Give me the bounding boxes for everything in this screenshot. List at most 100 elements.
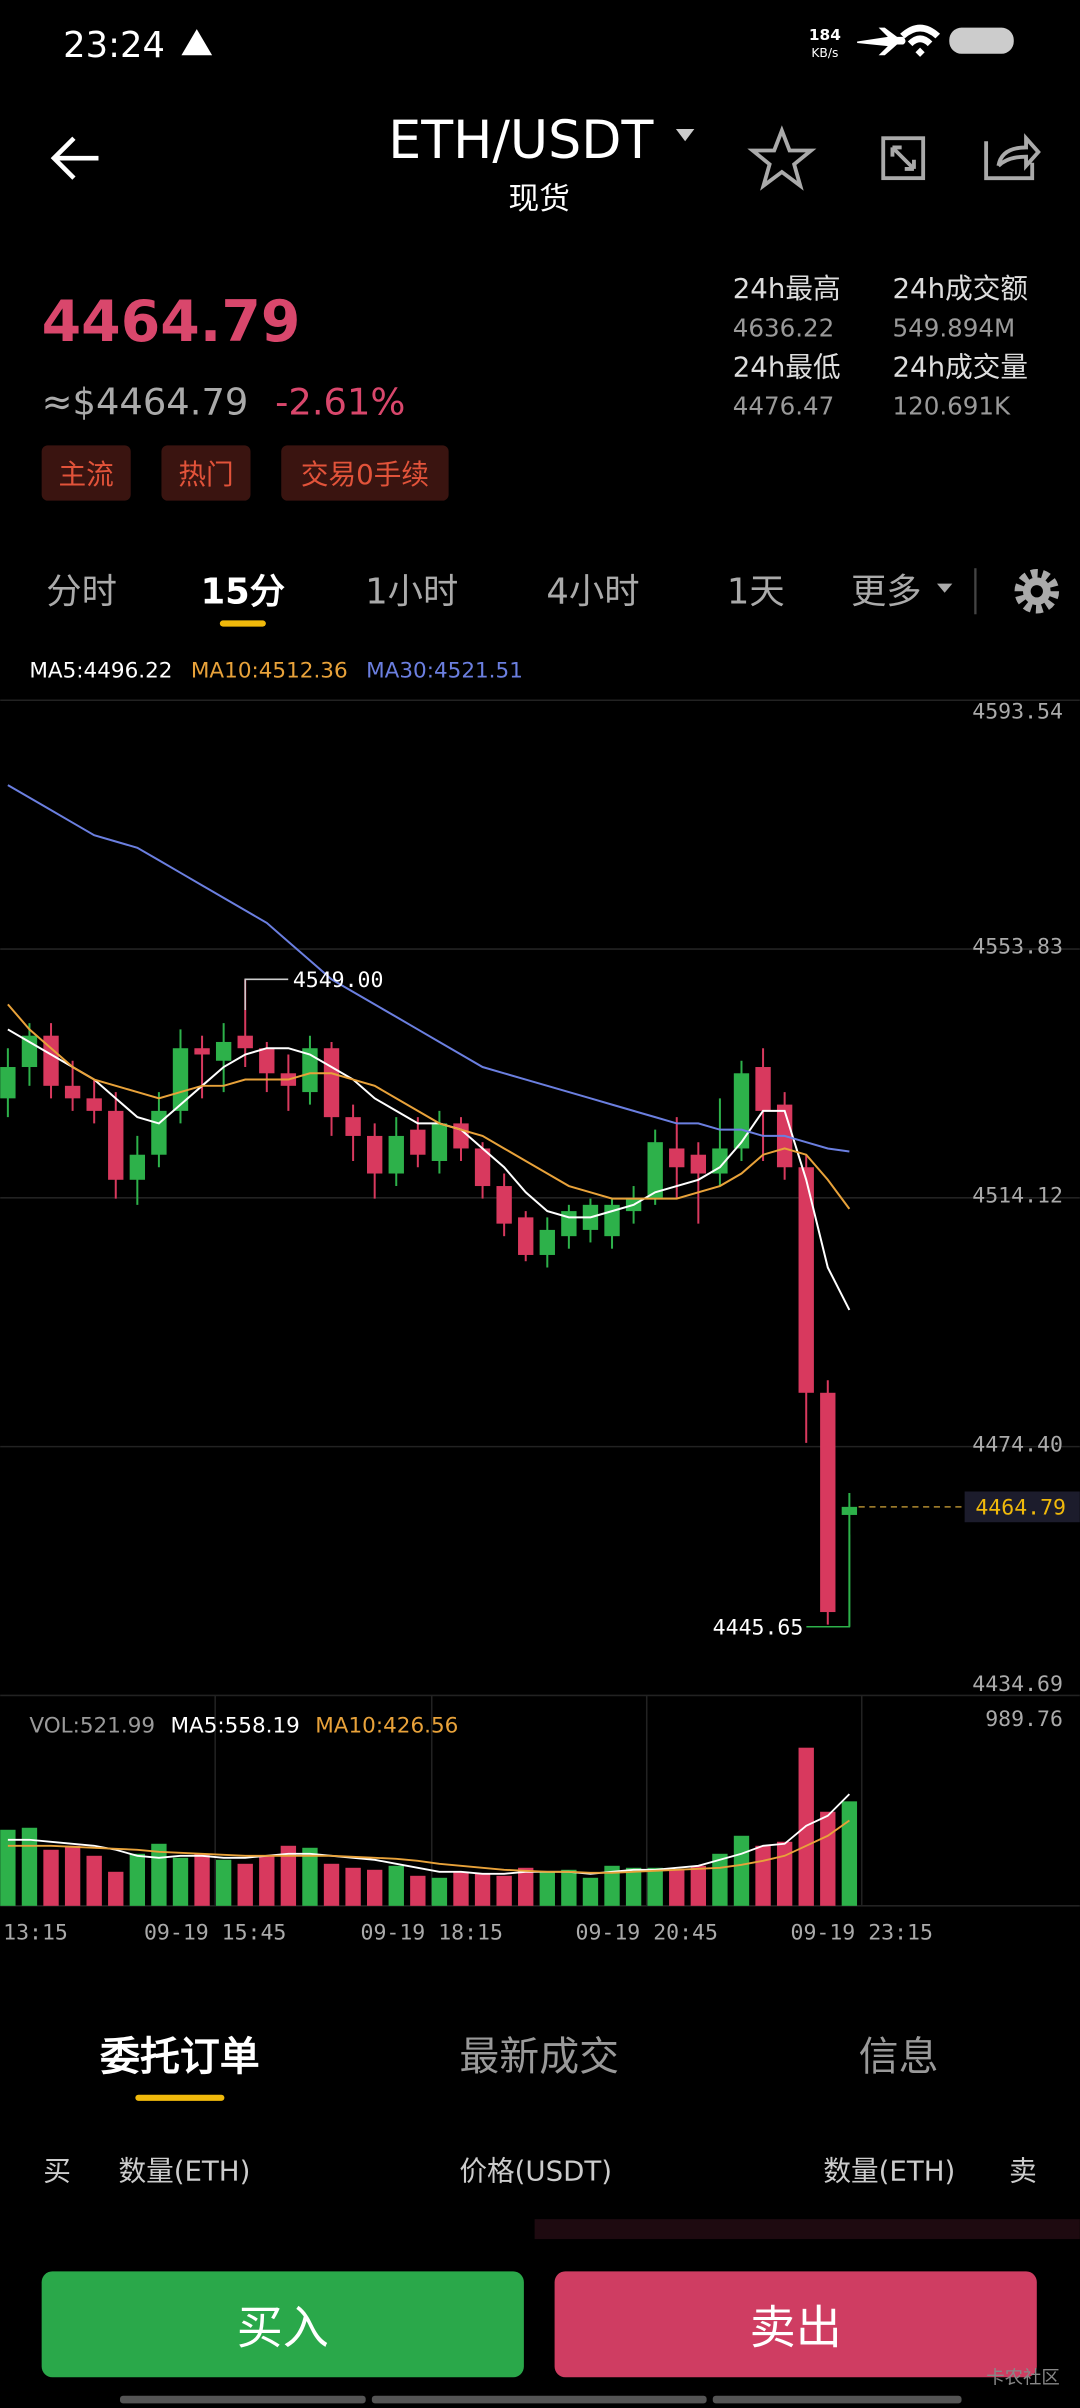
candle-body <box>129 1154 146 1180</box>
y-tick-label: 4514.12 <box>972 1183 1063 1208</box>
wifi-icon <box>900 24 941 57</box>
y-tick-label: 4593.54 <box>972 700 1063 725</box>
candle-body <box>539 1229 555 1255</box>
candle-body <box>0 1067 16 1099</box>
candle-body <box>712 1148 728 1174</box>
annotation-line <box>806 1534 851 1628</box>
order-tab[interactable]: 最新成交 <box>459 2034 619 2080</box>
volume-bar <box>367 1869 383 1906</box>
sell-button[interactable] <box>554 2271 1037 2378</box>
column-header: 数量(ETH) <box>118 2155 250 2188</box>
volume-bar <box>172 1857 189 1906</box>
volume-bar <box>388 1865 404 1906</box>
ma-line <box>7 784 850 1153</box>
nav-bar <box>371 2395 707 2404</box>
interval-tab[interactable]: 15分 <box>201 572 285 613</box>
tag-box <box>41 445 131 501</box>
interval-tab[interactable]: 更多 <box>851 572 922 613</box>
vol-ma-line <box>7 1819 850 1874</box>
volume-bar <box>345 1867 361 1906</box>
tag: 热门 <box>178 458 233 491</box>
column-header: 数量(ETH) <box>823 2155 955 2188</box>
candle-body <box>323 1048 340 1118</box>
candle-body <box>302 1048 318 1093</box>
column-header: 买 <box>43 2155 71 2188</box>
candle-body <box>367 1135 383 1174</box>
fullscreen-button[interactable] <box>881 136 926 181</box>
volume-bar <box>431 1877 448 1906</box>
net-speed: 184 <box>809 26 841 44</box>
interval-tab[interactable]: 分时 <box>46 572 117 613</box>
tab-underline <box>135 2094 225 2101</box>
volume-bar <box>776 1841 793 1906</box>
volume-bar <box>323 1863 340 1906</box>
vol-legend: VOL:521.99 <box>29 1713 155 1738</box>
volume-bar <box>841 1801 858 1906</box>
order-tab[interactable]: 委托订单 <box>100 2034 260 2080</box>
candle-body <box>43 1035 59 1086</box>
last-price-label: 4464.79 <box>975 1496 1066 1521</box>
candle-body <box>669 1148 685 1168</box>
y-tick-label: 4474.40 <box>972 1432 1063 1457</box>
volume-bar <box>755 1845 771 1906</box>
volume-bar <box>669 1869 685 1906</box>
volume-bar <box>518 1867 534 1906</box>
candle-body <box>518 1217 534 1255</box>
stat-value: 4636.22 <box>733 313 835 342</box>
interval-tab[interactable]: 1小时 <box>365 572 458 613</box>
volume-bar <box>453 1871 469 1906</box>
volume-bar <box>625 1867 642 1906</box>
candle-body <box>496 1186 512 1224</box>
x-tick-label: 13:15 <box>3 1921 68 1946</box>
sell-label[interactable]: 卖出 <box>750 2301 842 2355</box>
volume-bar <box>86 1855 102 1906</box>
volume-bar <box>259 1855 275 1906</box>
ma-legend: MA10:4512.36 <box>191 658 348 683</box>
buy-label[interactable]: 买入 <box>237 2301 329 2355</box>
candle-body <box>108 1110 124 1180</box>
stat-value: 549.894M <box>892 313 1015 342</box>
candle-body <box>21 1035 38 1068</box>
candle-body <box>345 1117 361 1136</box>
order-tab[interactable]: 信息 <box>859 2034 939 2080</box>
candle-body <box>172 1048 189 1111</box>
volume-bar <box>496 1875 512 1906</box>
favorite-button[interactable] <box>747 125 817 191</box>
stat-value: 120.691K <box>892 392 1011 421</box>
stat-label: 24h成交额 <box>892 272 1028 305</box>
x-tick-label: 09-19 18:15 <box>361 1921 503 1946</box>
nav-bar <box>119 2395 366 2404</box>
tag-box <box>281 445 449 501</box>
annotation-line <box>244 978 289 1011</box>
interval-tab[interactable]: 1天 <box>727 572 785 613</box>
volume-bar <box>474 1873 491 1906</box>
volume-bar <box>561 1869 577 1906</box>
settings-button[interactable] <box>1014 568 1060 614</box>
buy-button[interactable] <box>41 2271 524 2378</box>
usd-price: ≈$4464.79 <box>42 381 249 424</box>
back-button[interactable] <box>50 136 99 180</box>
y-tick-label: 4553.83 <box>972 935 1063 960</box>
candle-body <box>453 1123 469 1149</box>
volume-bar <box>237 1863 253 1906</box>
candle-body <box>388 1135 404 1174</box>
pair-dropdown[interactable] <box>675 129 695 142</box>
price-change: -2.61% <box>275 381 405 424</box>
interval-tab[interactable]: 4小时 <box>546 572 639 613</box>
column-header: 价格(USDT) <box>459 2155 612 2188</box>
volume-bar <box>129 1853 146 1906</box>
battery-icon <box>949 27 1014 54</box>
candle-body <box>259 1048 275 1074</box>
volume-bar <box>21 1827 38 1906</box>
candle-body <box>431 1123 448 1161</box>
market-type: 现货 <box>509 181 570 217</box>
candle-body <box>194 1048 210 1055</box>
volume-bar <box>151 1843 167 1906</box>
volume-bar <box>820 1811 836 1906</box>
share-button[interactable] <box>984 133 1041 181</box>
more-dropdown[interactable] <box>936 583 953 593</box>
nav-bar <box>712 2395 962 2404</box>
pair-title[interactable]: ETH/USDT <box>388 111 654 171</box>
